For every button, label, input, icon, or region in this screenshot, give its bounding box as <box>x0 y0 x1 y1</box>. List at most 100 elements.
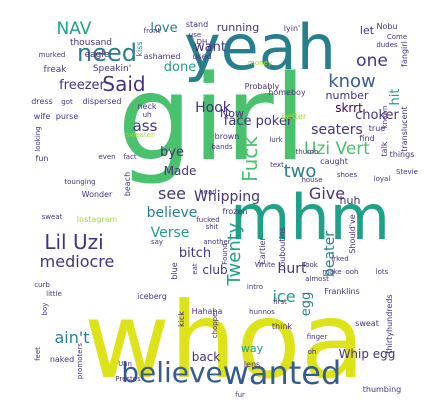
word-lots: lots <box>376 268 389 276</box>
word-dh: DH <box>197 38 208 46</box>
word-true: true <box>369 124 385 133</box>
word-hurt: hurt <box>278 261 308 277</box>
word-uan: Uan <box>118 360 132 368</box>
word-dudes: dudes <box>376 41 398 49</box>
word-found: Found <box>221 243 229 264</box>
word-oh: oh <box>308 348 317 356</box>
word-bitch: bitch <box>179 246 211 261</box>
word-hit: hit <box>388 89 403 106</box>
word-front: front <box>144 27 161 35</box>
word-should-ve: Should've <box>348 214 357 253</box>
word-stand: stand <box>186 20 208 29</box>
word-used: used <box>192 52 211 61</box>
word-two: two <box>284 161 317 182</box>
word-eagle: eagle <box>85 50 110 60</box>
word-verse: Verse <box>151 225 190 241</box>
word-face-poker: face poker <box>224 114 293 129</box>
word-give: Give <box>309 184 345 203</box>
word-hook: Hook <box>195 100 232 116</box>
word-whipping: Whipping <box>194 189 260 205</box>
word-probably: Probably <box>245 82 280 91</box>
word-head: head <box>199 188 216 196</box>
word-see: see <box>158 184 186 203</box>
word-neck: neck <box>137 102 156 111</box>
word-things: things <box>390 150 415 159</box>
word-dispersed: dispersed <box>83 97 122 106</box>
word-whip-egg: Whip egg <box>339 347 396 361</box>
word-curb: curb <box>34 281 50 289</box>
word-let: let <box>360 24 375 37</box>
word-loyal: loyal <box>374 175 391 183</box>
word-talk: talk <box>380 141 389 156</box>
word-thumbing: thumbing <box>363 385 402 394</box>
word-homeboy: homeboy <box>268 88 306 97</box>
word-beater: beater <box>322 231 338 277</box>
word-use: use <box>189 31 201 39</box>
word-club: club <box>202 263 227 277</box>
word-franklins: Franklins <box>324 287 360 296</box>
word-another: another <box>203 238 230 246</box>
word-lurk: lurk <box>269 136 283 144</box>
word-girl: girl <box>118 49 307 187</box>
word-lyin: lyin' <box>284 24 300 33</box>
word-sweat: sweat <box>42 213 63 221</box>
word-prestos: Prestos <box>115 375 141 383</box>
word-kick: kick <box>177 311 186 327</box>
word-lens: lens <box>244 360 260 369</box>
word-bye: bye <box>160 145 184 160</box>
word-house: house <box>301 176 322 184</box>
word-running: running <box>217 21 259 34</box>
word-uh: uh <box>143 111 152 119</box>
word-nav: NAV <box>57 19 92 39</box>
word-uzi-vert: Uzi Vert <box>304 139 370 159</box>
word-lil-uzi: Lil Uzi <box>44 230 103 254</box>
word-fur: fur <box>235 391 245 399</box>
word-thirtyhundreds: thirtyhundreds <box>385 294 394 353</box>
word-done: done <box>164 60 196 75</box>
word-said: Said <box>102 72 145 96</box>
word-first: first <box>273 298 287 306</box>
word-money: money <box>248 59 272 67</box>
word-say: say <box>151 238 163 246</box>
word-purse: purse <box>56 112 79 121</box>
word-feet: feet <box>34 347 42 361</box>
word-finger: finger <box>307 333 328 341</box>
word-wife: wife <box>34 112 51 121</box>
wordcloud-svg: girlwhoayeahmhmwantedbelieveneedNAVSaidL… <box>31 11 418 399</box>
word-wonder: Wonder <box>82 190 113 199</box>
word-blue: blue <box>170 262 179 279</box>
word-seaters: seaters <box>311 122 363 138</box>
word-fun: fun <box>36 154 49 163</box>
word-made: Made <box>164 164 197 178</box>
word-mhm: mhm <box>230 181 390 254</box>
word-eat: eat <box>191 263 199 275</box>
word-shit: shit <box>206 223 219 231</box>
word-shoes: shoes <box>337 171 358 179</box>
word-louboutins: Louboutins <box>278 227 287 271</box>
word-instagram: Instagram <box>77 215 118 224</box>
word-hunnos: hunnos <box>249 308 275 316</box>
word-almost: almost <box>305 275 329 283</box>
word-promoters: promoters <box>76 343 84 379</box>
word-sweat: sweat <box>355 319 379 328</box>
word-skrrt: skrrt <box>335 101 363 115</box>
word-freezer: freezer <box>59 78 105 93</box>
word-text: text <box>270 161 284 169</box>
word-want: want <box>194 40 226 55</box>
word-back: back <box>192 350 221 364</box>
word-fuck: Fuck <box>238 136 262 182</box>
word-little: little <box>46 290 62 298</box>
word-thousand: thousand <box>70 38 112 48</box>
word-believe: believe <box>121 356 223 389</box>
word-ass: ass <box>133 117 158 135</box>
word-got: got <box>61 98 73 106</box>
word-brown: brown <box>215 132 240 141</box>
word-caught: caught <box>320 157 348 166</box>
word-wanted: wanted <box>223 354 342 392</box>
word-know: know <box>328 71 376 92</box>
word-white: White <box>255 261 275 269</box>
word-find: find <box>359 134 374 143</box>
word-way: way <box>241 342 264 355</box>
word-iceberg: iceberg <box>137 292 167 301</box>
word-yeah: yeah <box>184 11 336 84</box>
